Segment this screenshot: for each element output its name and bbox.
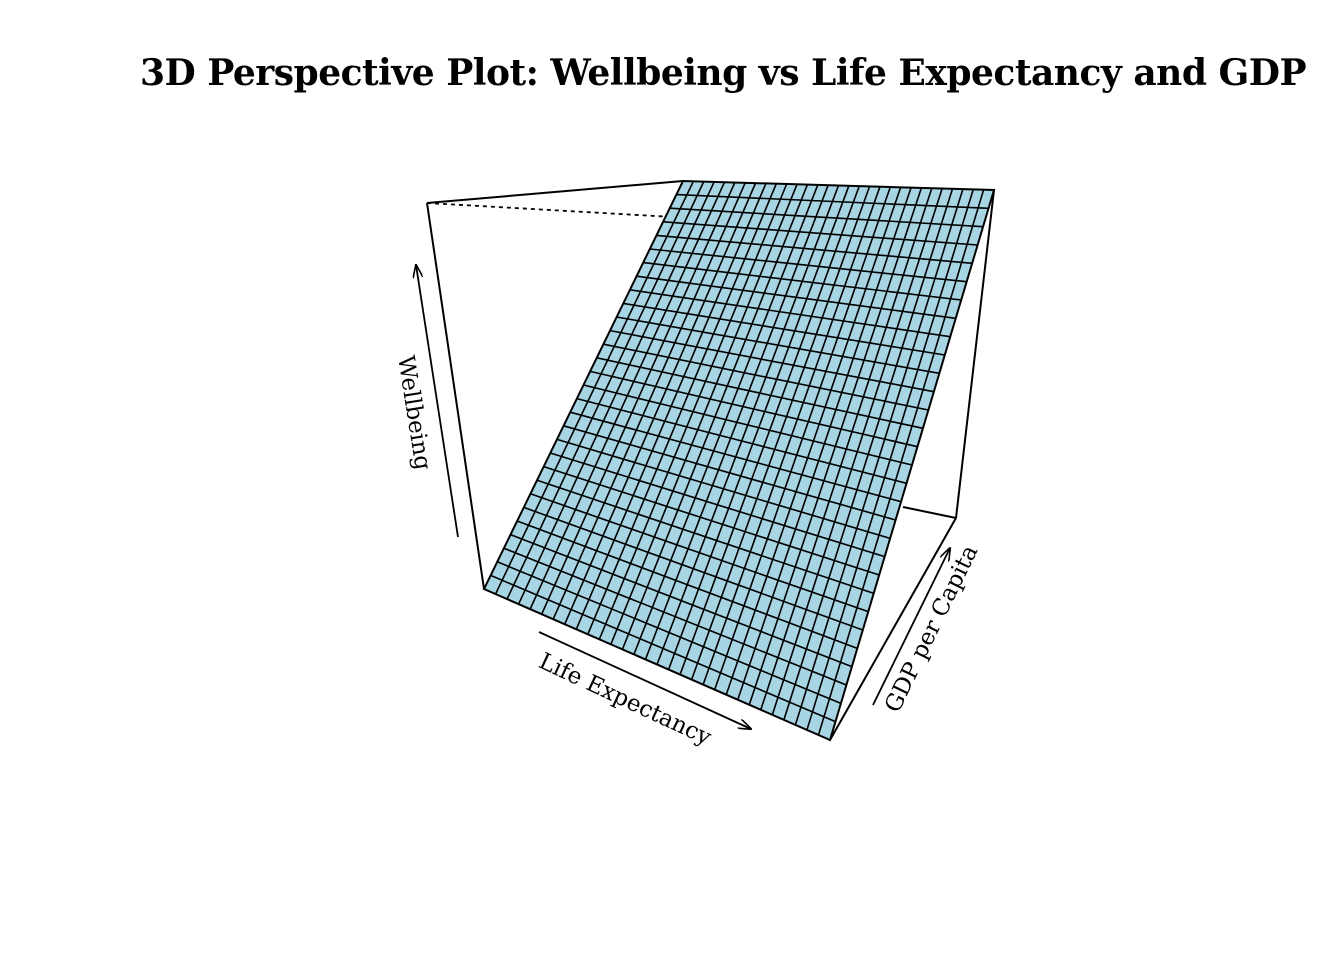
box-edge-bottom-right	[829, 517, 957, 741]
surface-grid-line-y	[603, 343, 929, 411]
chart-title: 3D Perspective Plot: Wellbeing vs Life E…	[140, 52, 1307, 94]
surface-grid-line-y	[649, 248, 967, 283]
surface-grid-line-y	[589, 370, 918, 448]
surface-grid-line-y	[669, 207, 984, 228]
surface-grid-line-y	[609, 329, 935, 393]
surface-grid-line-y	[543, 465, 880, 576]
surface-grid-line-y	[643, 261, 962, 301]
surface-mesh	[482, 179, 996, 742]
axis-arrows	[416, 265, 950, 729]
box-edge-back-top	[426, 180, 684, 204]
surface-grid-line-y	[629, 289, 951, 338]
surface-grid-line-y	[596, 357, 924, 430]
surface-grid-line-y	[676, 193, 989, 210]
box-edge-hidden-top	[426, 202, 867, 229]
surface-grid-line-y	[490, 574, 836, 723]
surface-grid-line-y	[583, 384, 913, 466]
box-edge-bottom-inner	[902, 506, 957, 519]
surface-grid-line-y	[550, 452, 885, 558]
surface-grid-line-y	[556, 438, 891, 540]
surface-grid-line-y	[516, 520, 858, 650]
surface-grid-line-y	[636, 275, 956, 320]
surface-grid-line-y	[570, 411, 902, 503]
y-axis-arrow	[872, 548, 950, 706]
surface-grid-line-y	[530, 493, 869, 613]
surface-grid-line-y	[623, 302, 945, 356]
surface-grid-line-y	[663, 221, 978, 246]
x-axis-arrow	[538, 631, 751, 729]
surface-grid-line-y	[616, 316, 940, 375]
surface-grid-line-y	[563, 425, 896, 521]
box-edge-right-vertical	[955, 189, 995, 519]
box-edge-left-vertical	[426, 202, 485, 590]
surface-grid-line-y	[536, 479, 874, 595]
y-axis-label: GDP per Capita	[880, 541, 984, 717]
box-edges	[426, 180, 995, 741]
surface-grid-line-y	[510, 533, 853, 668]
z-axis-arrow	[416, 265, 459, 538]
surface-grid-line-y	[523, 506, 864, 631]
surface-grid-line-y	[496, 561, 842, 705]
surface-grid-line-y	[576, 397, 907, 485]
z-axis-label: Wellbeing	[392, 354, 436, 472]
surface-grid-line-y	[656, 234, 973, 265]
surface-grid-line-y	[503, 547, 847, 686]
